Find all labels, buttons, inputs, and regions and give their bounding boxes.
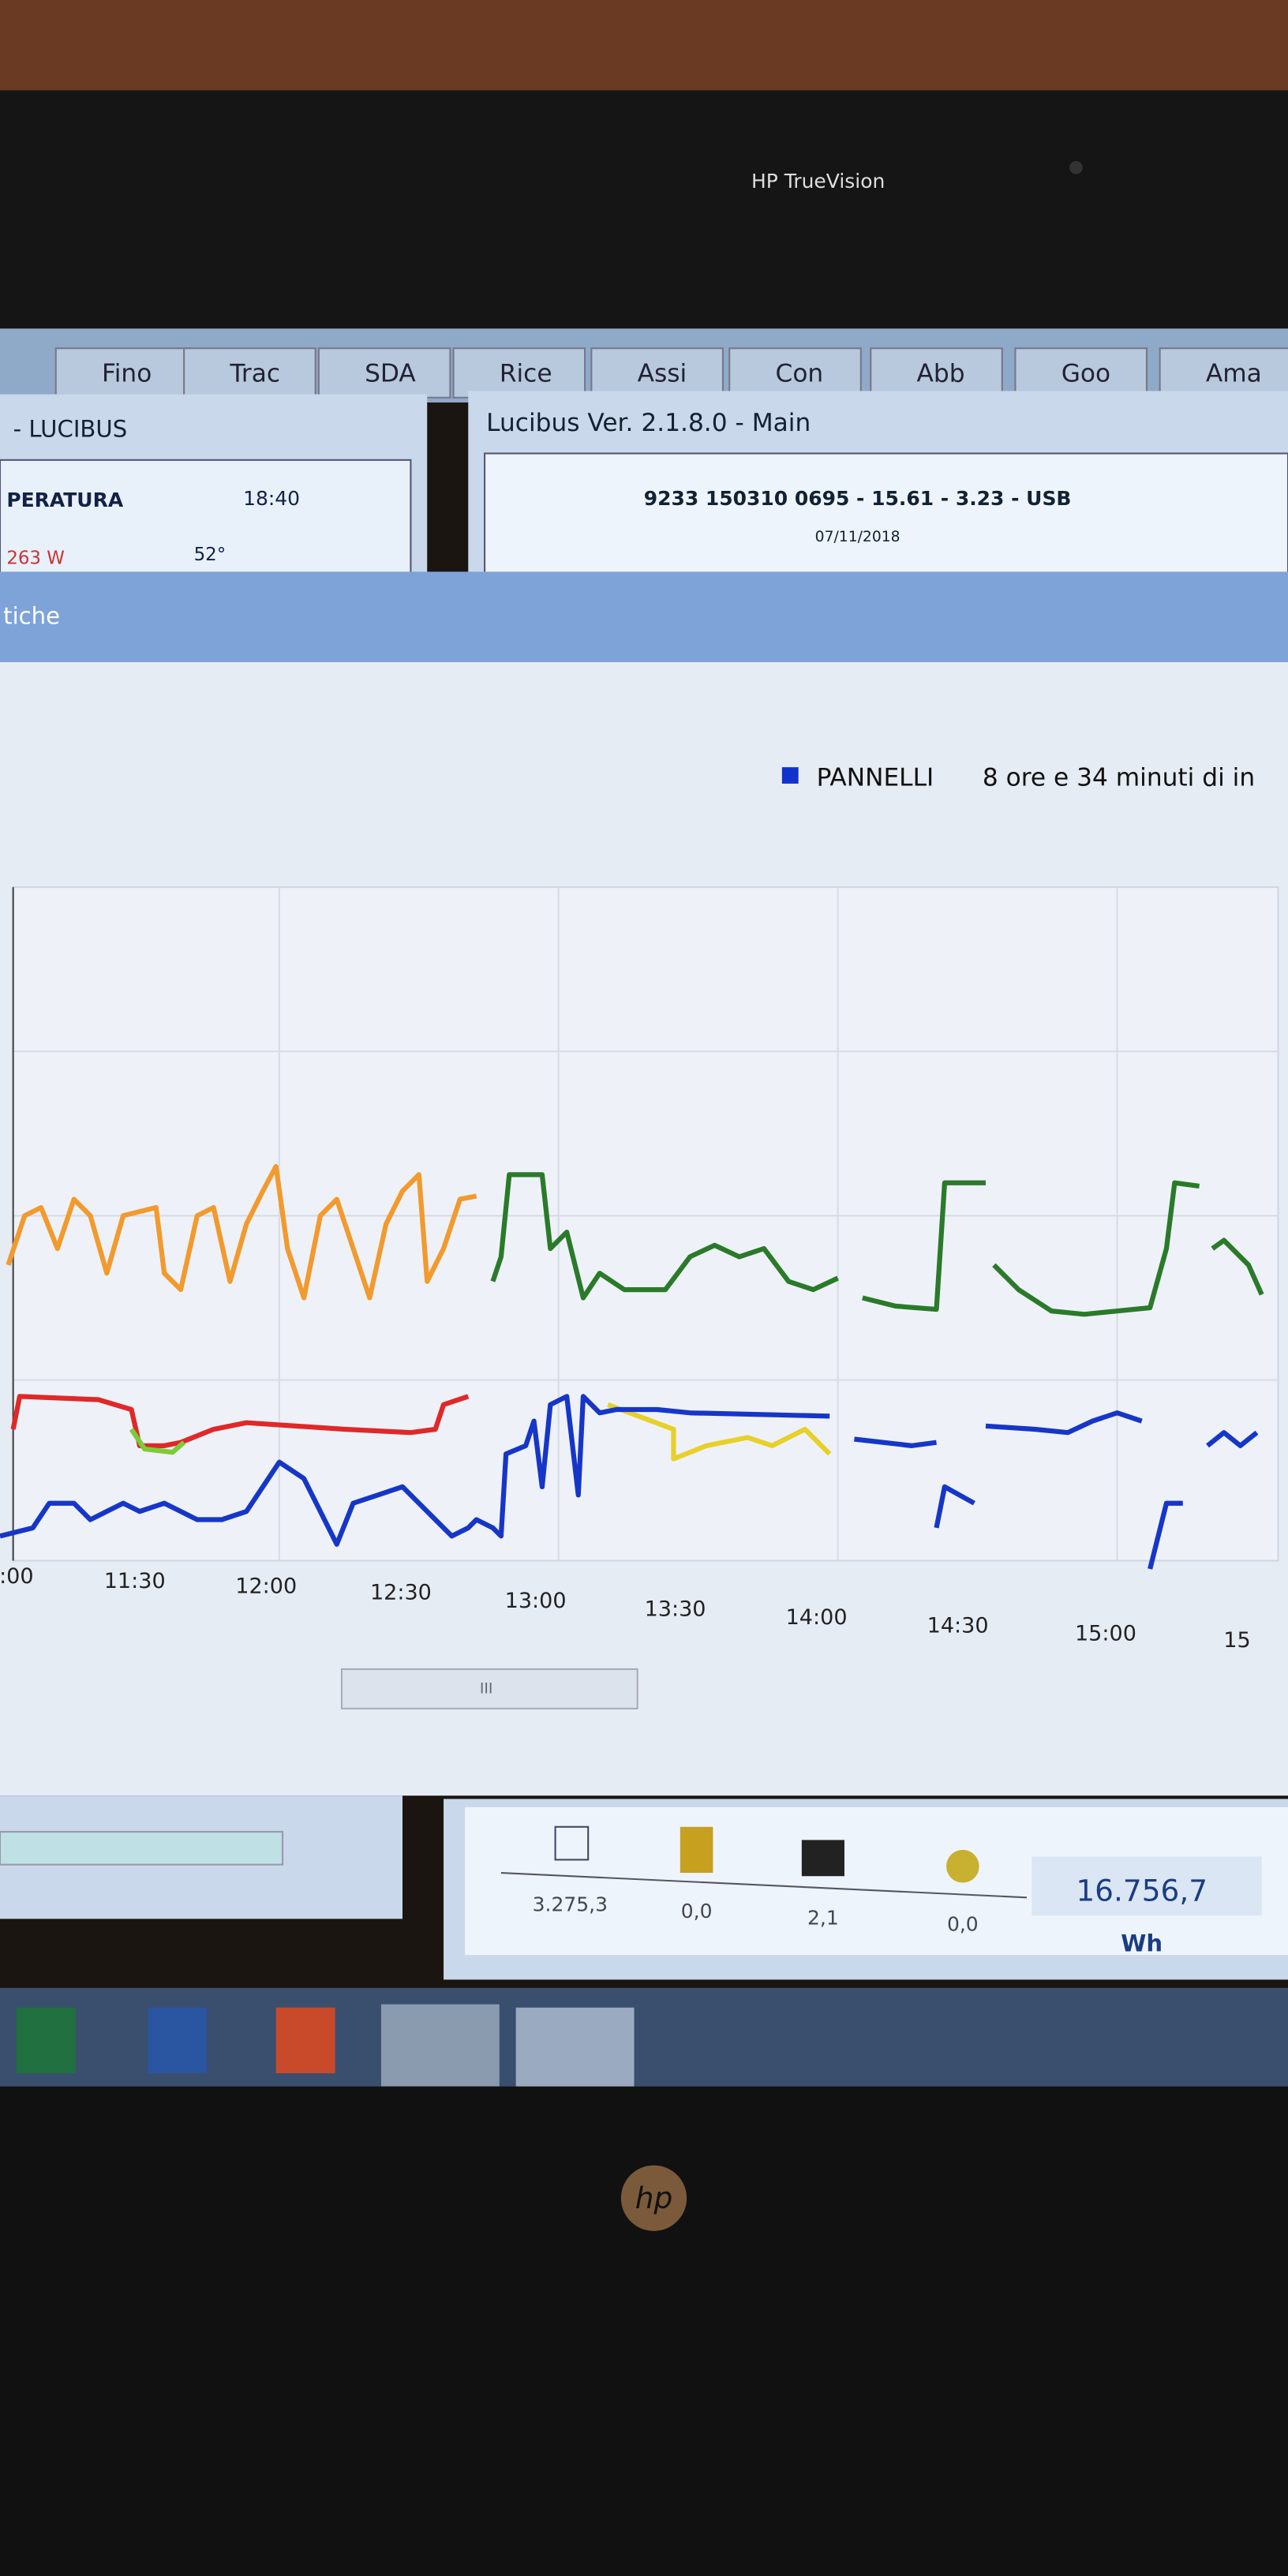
word-icon[interactable] xyxy=(148,2007,208,2074)
total-unit: Wh xyxy=(1121,1930,1163,1957)
total-item: 0,0 xyxy=(947,1913,979,1936)
hp-logo-circle xyxy=(620,2165,687,2231)
webcam-label: HP TrueVision xyxy=(751,170,885,193)
line-blue xyxy=(934,1484,975,1529)
total-value: 16.756,7 xyxy=(1076,1874,1208,1908)
legend-label: PANNELLI xyxy=(817,764,934,792)
browser-tab[interactable] xyxy=(1014,347,1148,399)
browser-tab-label: Assi xyxy=(638,360,687,388)
taskbar xyxy=(0,1987,1288,2103)
legend-swatch xyxy=(781,767,799,784)
icon-barrel xyxy=(680,1826,713,1874)
totals-rule xyxy=(500,1872,1028,1899)
total-item: 0,0 xyxy=(681,1900,713,1923)
x-tick-label: 12:30 xyxy=(370,1581,432,1605)
left-title: - LUCIBUS xyxy=(13,415,128,442)
excel-icon[interactable] xyxy=(16,2007,76,2074)
main-status: 9233 150310 0695 - 15.61 - 3.23 - USB xyxy=(644,487,1072,510)
left-power: 263 W xyxy=(6,548,65,568)
hp-logo: hp xyxy=(635,2181,673,2215)
app-button[interactable] xyxy=(515,2007,635,2090)
line-blue xyxy=(1206,1430,1259,1448)
browser-tab[interactable] xyxy=(183,347,316,399)
scrollbar-grip: III xyxy=(480,1680,493,1697)
icon-grid xyxy=(554,1825,590,1861)
total-box xyxy=(1032,1856,1262,1916)
browser-tab[interactable] xyxy=(317,347,451,399)
left-temp: 52° xyxy=(194,545,227,565)
line-blue xyxy=(985,1410,1143,1436)
powerpoint-icon[interactable] xyxy=(275,2007,335,2074)
app-button[interactable] xyxy=(380,2004,500,2087)
line-blue xyxy=(1148,1500,1183,1570)
line-green xyxy=(1211,1237,1264,1296)
x-tick-label: 15 xyxy=(1223,1628,1250,1653)
icon-tree xyxy=(946,1849,979,1883)
bezel-top xyxy=(0,90,1288,337)
scrollbar[interactable] xyxy=(340,1668,638,1709)
browser-tab-label: Goo xyxy=(1061,360,1110,388)
main-date: 07/11/2018 xyxy=(815,529,900,545)
x-tick-label: 14:30 xyxy=(927,1613,989,1638)
line-green xyxy=(862,1180,986,1312)
browser-tab-label: Trac xyxy=(229,360,280,388)
x-tick-label: 15:00 xyxy=(1075,1622,1136,1646)
x-tick-label: 13:30 xyxy=(645,1597,706,1622)
browser-tab-label: SDA xyxy=(365,360,416,388)
x-tick-label: 14:00 xyxy=(786,1605,848,1630)
line-orange xyxy=(6,1163,477,1301)
line-green xyxy=(992,1180,1200,1317)
browser-tab[interactable] xyxy=(590,347,724,399)
browser-tab-label: Ama xyxy=(1206,360,1262,388)
line-lightgreen xyxy=(129,1428,186,1455)
left-panel xyxy=(0,459,412,576)
line-blue xyxy=(0,1394,830,1547)
browser-tab-label: Fino xyxy=(102,360,152,388)
browser-tab-label: Con xyxy=(776,360,824,388)
browser-tab-label: Abb xyxy=(917,360,965,388)
lower-scrollbar[interactable] xyxy=(0,1830,284,1866)
x-tick-label: 12:00 xyxy=(235,1574,297,1598)
left-label: PERATURA xyxy=(6,489,124,511)
webcam xyxy=(1069,161,1083,174)
x-tick-label: 11:30 xyxy=(104,1569,166,1593)
line-blue xyxy=(854,1436,937,1448)
line-red xyxy=(10,1394,470,1448)
x-tick-label: :00 xyxy=(0,1564,34,1589)
browser-tab[interactable] xyxy=(870,347,1003,399)
browser-tab-label: Rice xyxy=(500,360,552,388)
line-yellow xyxy=(607,1402,832,1462)
x-tick-label: 13:00 xyxy=(505,1589,567,1613)
grid xyxy=(13,887,1279,1561)
tab-label: tiche xyxy=(3,603,60,630)
left-time: 18:40 xyxy=(243,487,300,510)
main-title: Lucibus Ver. 2.1.8.0 - Main xyxy=(486,409,811,437)
chart-window-title xyxy=(0,571,1288,662)
main-panel xyxy=(484,452,1288,576)
plot-area xyxy=(12,886,1279,1562)
total-item: 2,1 xyxy=(807,1906,839,1929)
legend-note: 8 ore e 34 minuti di in xyxy=(983,764,1255,792)
browser-tab[interactable] xyxy=(728,347,862,399)
total-item: 3.275,3 xyxy=(533,1893,608,1916)
icon-factory xyxy=(801,1840,844,1877)
browser-tab[interactable] xyxy=(452,347,586,399)
bezel-bottom xyxy=(0,2086,1288,2576)
line-green xyxy=(490,1172,839,1301)
